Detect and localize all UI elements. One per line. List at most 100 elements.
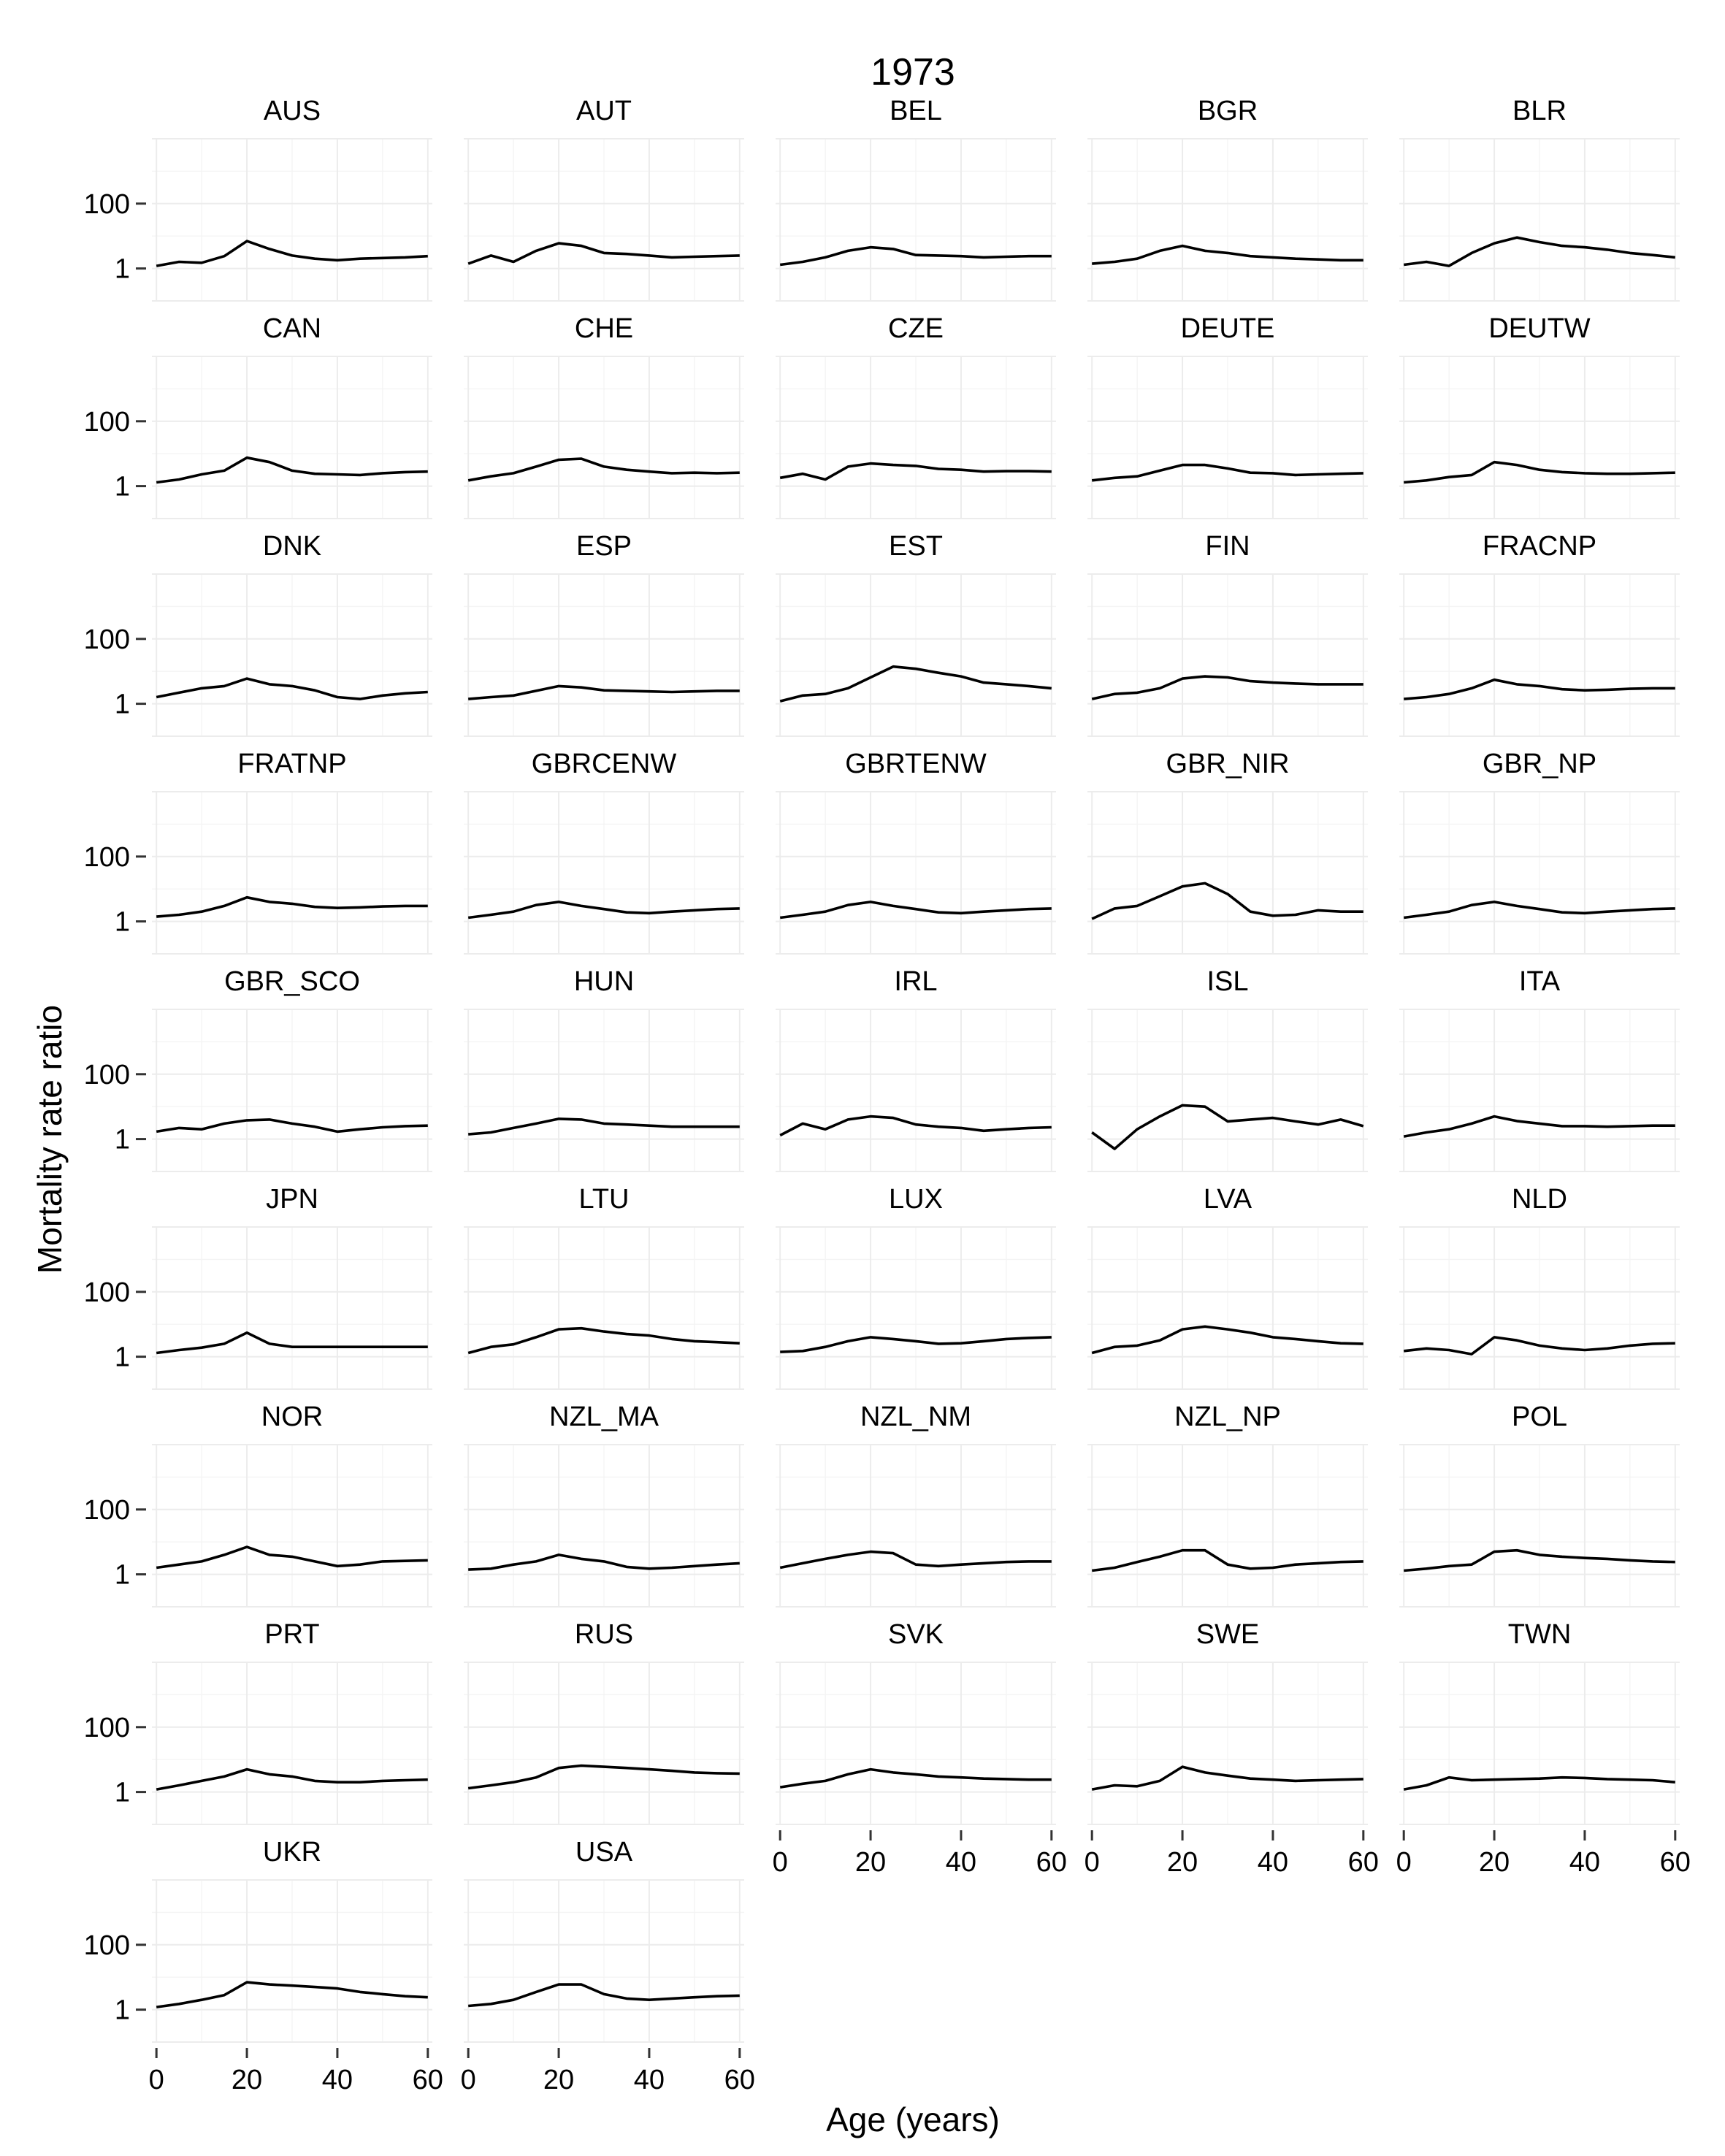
x-tick-label: 0 [1085,1847,1100,1878]
series-line-rus [467,1764,740,1790]
panel-nld: NLD [1399,1184,1680,1390]
series-line-ita [1403,1115,1675,1138]
series-line-gbr-nir [1091,882,1363,920]
panel-ita: ITA [1399,966,1680,1172]
panel-label-deutw: DEUTW [1488,313,1590,344]
panel-label-cze: CZE [888,313,944,344]
panel-bgr: BGR [1087,96,1368,302]
series-line-gbrcenw [467,901,740,920]
panel-usa: USA 0 20 40 60 [461,1837,755,2095]
panel-label-gbrtenw: GBRTENW [845,749,987,779]
panel-ukr: UKR 1 100 0 20 40 60 [84,1837,443,2095]
x-tick-label: 40 [634,2065,665,2095]
x-tick-label: 60 [724,2065,755,2095]
panel-blr: BLR [1399,96,1680,302]
series-line-nzl-nm [779,1550,1052,1570]
panel-bel: BEL [776,96,1056,302]
panel-label-gbrcenw: GBRCENW [532,749,677,779]
panel-label-lux: LUX [889,1184,943,1215]
panel-label-svk: SVK [888,1619,944,1650]
panel-label-bgr: BGR [1198,96,1258,126]
series-line-deutw [1404,460,1675,484]
panel-label-gbr-np: GBR_NP [1483,749,1596,779]
x-tick-label: 40 [1569,1847,1600,1878]
series-line-nld [1403,1336,1675,1356]
series-line-bgr [1092,244,1363,265]
panel-label-hun: HUN [574,966,634,997]
x-tick-label: 60 [413,2065,443,2095]
panel-label-bel: BEL [890,96,942,126]
panel-label-blr: BLR [1512,96,1567,126]
panel-irl: IRL [776,966,1056,1172]
y-tick-label: 100 [84,189,130,220]
panel-label-nzl-np: NZL_NP [1174,1402,1281,1432]
panel-svk: SVK 0 20 40 60 [773,1619,1067,1878]
y-tick-label: 100 [84,1060,130,1090]
panel-label-prt: PRT [264,1619,319,1650]
panel-label-isl: ISL [1206,966,1248,997]
panel-nzl-ma: NZL_MA [464,1402,744,1608]
x-tick-label: 20 [855,1847,886,1878]
panel-pol: POL [1399,1402,1680,1608]
panel-rus: RUS [464,1619,744,1825]
panel-label-nld: NLD [1512,1184,1567,1215]
series-line-fratnp [156,895,428,918]
series-line-twn [1403,1775,1675,1791]
series-line-swe [1091,1765,1363,1791]
y-axis-title: Mortality rate ratio [31,1005,69,1274]
panel-prt: PRT 1 100 [84,1619,432,1825]
series-line-isl [1091,1104,1364,1150]
panel-label-ltu: LTU [579,1184,630,1215]
panel-label-ita: ITA [1519,966,1561,997]
x-tick-label: 20 [1167,1847,1198,1878]
x-tick-label: 20 [232,2065,262,2095]
panel-label-usa: USA [575,1837,633,1868]
panel-label-rus: RUS [575,1619,633,1650]
series-line-aus [156,240,428,267]
panel-jpn: JPN 1 100 [84,1184,432,1390]
series-line-aut [467,242,740,265]
panel-label-est: EST [889,531,943,562]
x-tick-label: 40 [1258,1847,1288,1878]
panel-label-fin: FIN [1205,531,1250,562]
chart-title: 1973 [871,51,955,93]
panel-label-nor: NOR [261,1402,323,1432]
panel-label-can: CAN [263,313,321,344]
series-line-fin [1091,675,1363,700]
series-line-est [779,665,1052,703]
panel-deute: DEUTE [1087,313,1368,519]
x-tick-label: 0 [461,2065,476,2095]
x-tick-label: 0 [1396,1847,1412,1878]
y-tick-label: 100 [84,842,130,873]
y-tick-label: 100 [84,1930,130,1961]
panel-dnk: DNK 1 100 [84,531,432,737]
panel-aut: AUT [464,96,744,302]
series-line-irl [779,1115,1052,1137]
panel-gbrtenw: GBRTENW [776,749,1056,955]
x-tick-label: 0 [773,1847,788,1878]
panel-isl: ISL [1087,966,1368,1172]
panel-fracnp: FRACNP [1399,531,1680,737]
x-tick-label: 60 [1348,1847,1379,1878]
panel-fin: FIN [1087,531,1368,737]
y-tick-label: 100 [84,624,130,655]
series-line-nzl-ma [468,1553,740,1571]
panel-label-dnk: DNK [263,531,321,562]
series-line-fracnp [1404,678,1675,700]
panel-cze: CZE [776,313,1056,519]
panel-label-jpn: JPN [266,1184,318,1215]
y-tick-label: 100 [84,1277,130,1308]
panel-label-fratnp: FRATNP [237,749,346,779]
x-tick-label: 20 [1479,1847,1510,1878]
x-axis-title: Age (years) [826,2100,1000,2138]
series-line-gbr-sco [156,1118,428,1134]
panel-label-ukr: UKR [263,1837,321,1868]
y-tick-label: 100 [84,407,130,437]
series-line-nzl-np [1091,1548,1363,1572]
panel-swe: SWE 0 20 40 60 [1085,1619,1379,1878]
panel-est: EST [776,531,1056,737]
series-line-esp [468,684,740,700]
panel-nzl-np: NZL_NP [1087,1402,1368,1608]
panel-label-gbr-sco: GBR_SCO [224,966,360,997]
y-tick-label: 1 [115,254,130,285]
